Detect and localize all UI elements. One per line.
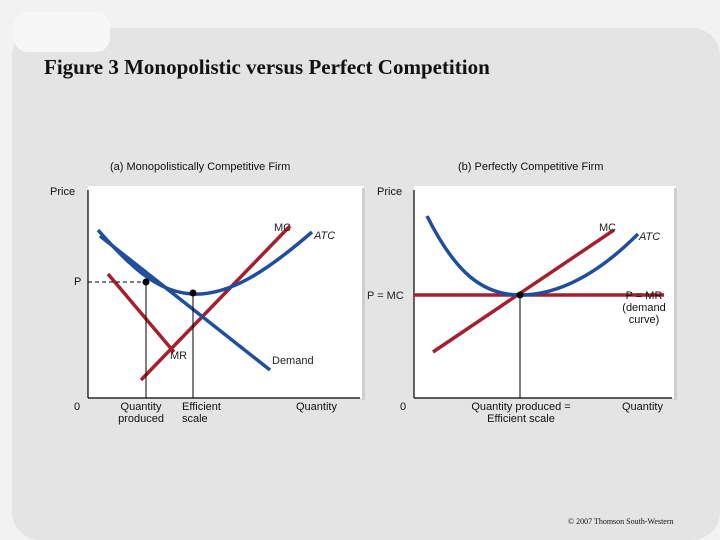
panel-a-demand-label: Demand	[272, 355, 314, 367]
panel-a-qty-produced-line-1: Quantity	[120, 401, 162, 413]
panel-a-demand-curve	[98, 234, 272, 372]
panel-a-origin-label: 0	[74, 401, 81, 413]
panel-a-qty-produced-label: Quantity produced	[112, 401, 170, 425]
panel-a-mc-curve	[139, 224, 292, 382]
panel-b-y-axis-label: Price	[377, 186, 403, 198]
panel-a-mr-curve	[106, 272, 176, 354]
panel-b-mc-label: MC	[599, 222, 617, 234]
panel-b-p-mc-label: P = MC	[367, 290, 404, 302]
panel-b-atc-label: ATC	[639, 231, 661, 243]
panel-b-pmr-label: P = MR (demand curve)	[612, 290, 676, 326]
panel-a-min-atc-point	[189, 289, 197, 297]
panel-b-qty-line-1: Quantity produced =	[471, 401, 571, 413]
panel-a-price-label: P	[74, 276, 82, 288]
panel-b-pmr-line-2: (demand	[622, 302, 666, 314]
panel-a-y-axis-label: Price	[50, 186, 76, 198]
panel-a-mr-label: MR	[170, 350, 188, 362]
panel-a-efficient-scale-label: Efficient scale	[182, 401, 221, 425]
panel-a-mc-label: MC	[274, 222, 292, 234]
panel-a-efficient-scale-line-1: Efficient	[182, 401, 221, 413]
panel-b-x-axis-label: Quantity	[622, 401, 663, 413]
panel-b-mc-curve	[432, 228, 615, 354]
panel-a-qty-produced-line-2: produced	[118, 413, 164, 425]
copyright-notice: © 2007 Thomson South-Western	[568, 517, 674, 526]
panel-b-qty-line-2: Efficient scale	[487, 413, 555, 425]
panel-a-price-point	[142, 278, 150, 286]
figure-title: Figure 3 Monopolistic versus Perfect Com…	[44, 55, 490, 79]
panel-a-x-axis-label: Quantity	[296, 401, 337, 413]
panel-a-shadow	[362, 188, 365, 400]
panel-b-qty-label: Quantity produced = Efficient scale	[460, 401, 582, 425]
panel-a-atc-label: ATC	[314, 230, 336, 242]
panel-b-origin-label: 0	[400, 401, 407, 413]
panel-a-efficient-scale-line-2: scale	[182, 413, 208, 425]
panel-a-heading: (a) Monopolistically Competitive Firm	[110, 161, 291, 173]
panel-b-pmr-line-3: curve)	[628, 314, 660, 326]
panel-b-pmr-line-1: P = MR	[625, 290, 663, 302]
panel-b-shadow	[674, 188, 677, 400]
panel-b-heading: (b) Perfectly Competitive Firm	[458, 161, 604, 173]
panel-b-equilibrium-point	[516, 291, 524, 299]
